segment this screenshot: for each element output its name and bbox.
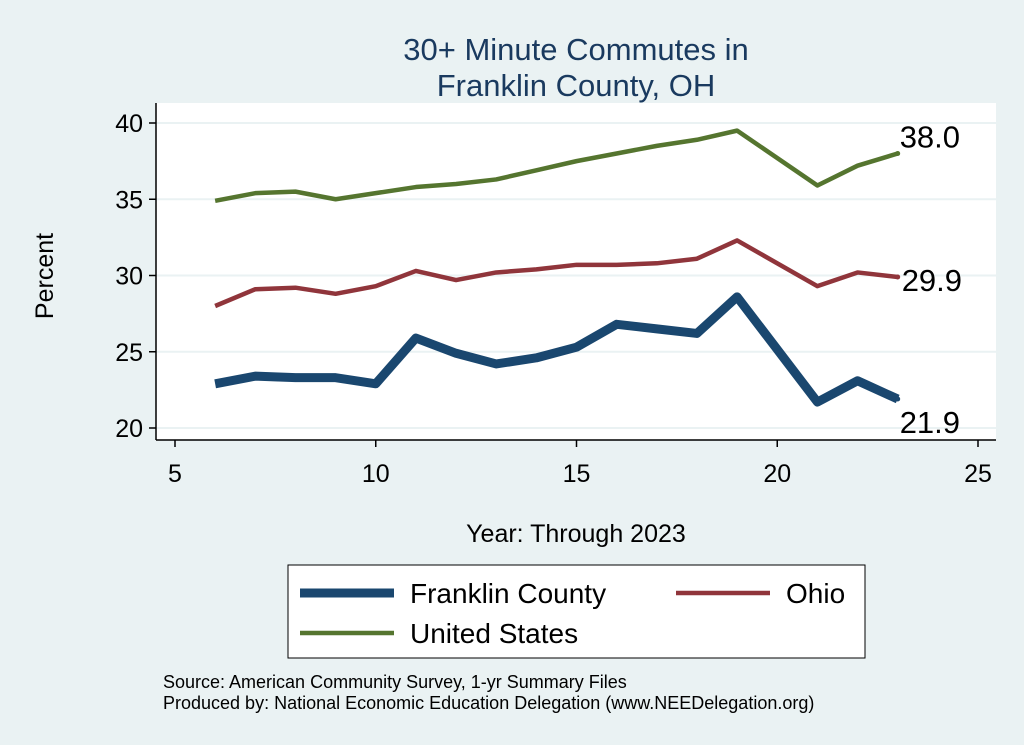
- x-axis-label: Year: Through 2023: [466, 520, 686, 548]
- x-tick-label: 15: [563, 460, 591, 488]
- series-lines: [214, 128, 901, 407]
- x-tick-label: 10: [362, 460, 390, 488]
- series-line-united-states: [214, 128, 899, 203]
- axes: 20 25 30 35 40 5 10 15 20 25: [115, 103, 996, 488]
- series-line-ohio: [214, 238, 898, 309]
- series-endpoint-united-states: [895, 151, 901, 156]
- legend: Franklin County Ohio United States: [287, 564, 866, 659]
- series-endpoint-ohio: [895, 274, 901, 280]
- end-label-ohio: 29.9: [902, 263, 962, 298]
- series-line-franklin-county: [214, 292, 900, 407]
- x-tick-label: 25: [964, 460, 992, 488]
- chart-title-line-1: 30+ Minute Commutes in: [403, 32, 748, 67]
- y-tick-label: 20: [115, 415, 143, 443]
- chart-title-line-2: Franklin County, OH: [437, 68, 716, 103]
- x-tick-label: 20: [763, 460, 791, 488]
- legend-label-franklin-county: Franklin County: [410, 578, 606, 609]
- y-tick-label: 35: [115, 186, 143, 214]
- end-label-united-states: 38.0: [900, 120, 960, 155]
- y-tick-label: 30: [115, 263, 143, 291]
- series-endpoint-franklin-county: [895, 396, 901, 402]
- x-tick-label: 5: [168, 460, 182, 488]
- end-label-franklin-county: 21.9: [900, 405, 960, 440]
- y-tick-label: 40: [115, 110, 143, 138]
- legend-label-united-states: United States: [410, 618, 578, 649]
- source-note: Source: American Community Survey, 1-yr …: [163, 672, 627, 692]
- produced-by-note: Produced by: National Economic Education…: [163, 693, 814, 713]
- y-tick-label: 25: [115, 339, 143, 367]
- legend-box: [287, 564, 866, 659]
- legend-label-ohio: Ohio: [786, 578, 845, 609]
- y-axis-label: Percent: [31, 233, 59, 319]
- end-labels: 38.0 29.9 21.9: [900, 120, 962, 441]
